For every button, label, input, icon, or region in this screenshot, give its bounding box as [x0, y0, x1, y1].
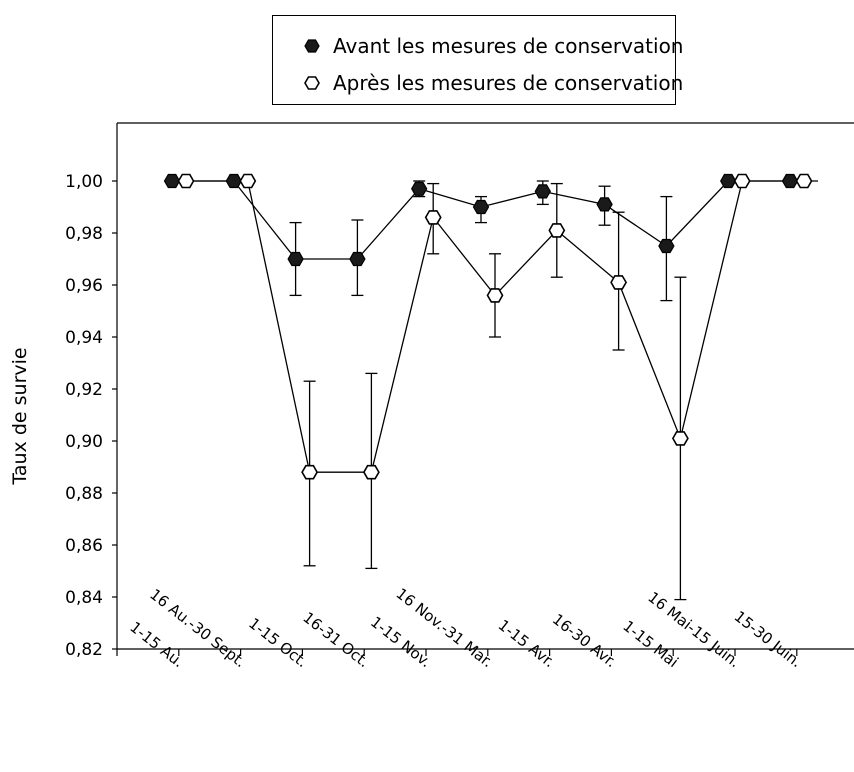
series-0-point	[411, 181, 428, 196]
y-tick-label: 0,90	[65, 432, 103, 452]
series-0-point	[287, 251, 304, 267]
y-axis-title-text: Taux de survie	[9, 347, 31, 485]
filled-hexagon-icon	[304, 39, 320, 53]
series-1-point	[610, 275, 628, 290]
series-1-line	[186, 180, 818, 473]
series-0-point	[596, 197, 613, 212]
series-1-point	[733, 173, 751, 189]
series-1-point	[671, 431, 689, 446]
y-tick-label: 0,88	[65, 484, 103, 504]
series-1-point	[486, 288, 504, 303]
x-tick-label: 1-15 Mai	[619, 617, 681, 671]
x-tick-label: 16-30 Avr.	[549, 610, 620, 671]
x-tick-label: 1-15 Au.	[126, 618, 187, 671]
series-0-point	[720, 173, 737, 189]
legend-item-after: Après les mesures de conservation	[273, 68, 683, 98]
legend-label-after: Après les mesures de conservation	[333, 71, 684, 95]
series-0-point	[349, 251, 366, 267]
series-0-point	[472, 199, 490, 215]
y-tick-label: 0,82	[65, 640, 103, 660]
series-0-point	[225, 173, 242, 189]
series-0-point	[781, 173, 799, 189]
series-1-point	[301, 464, 319, 480]
y-tick-label: 1,00	[65, 172, 103, 192]
series-1-point	[424, 210, 442, 225]
y-tick-label: 0,86	[65, 536, 103, 556]
series-1-point	[239, 173, 257, 189]
series-1-point	[177, 173, 195, 189]
y-tick-label: 0,94	[65, 328, 103, 348]
y-tick-label: 0,84	[65, 588, 103, 608]
series-1-point	[795, 173, 813, 189]
x-tick-label: 1-15 Avr.	[495, 616, 559, 671]
x-tick-label: 15-30 Juin.	[731, 607, 806, 671]
y-tick-label: 0,98	[65, 224, 103, 244]
x-tick-label: 16-31 Oct.	[299, 608, 372, 671]
y-tick-label: 0,92	[65, 380, 103, 400]
series-0-point	[658, 238, 675, 254]
open-hexagon-icon	[304, 76, 320, 90]
legend-item-before: Avant les mesures de conservation	[273, 31, 683, 61]
series-0-point	[163, 173, 181, 189]
y-tick-label: 0,96	[65, 276, 103, 296]
legend: Avant les mesures de conservation Après …	[272, 15, 683, 105]
series-0-point	[534, 184, 551, 199]
legend-label-before: Avant les mesures de conservation	[333, 34, 684, 58]
series-1-point	[548, 223, 566, 238]
series-1-point	[362, 464, 380, 480]
